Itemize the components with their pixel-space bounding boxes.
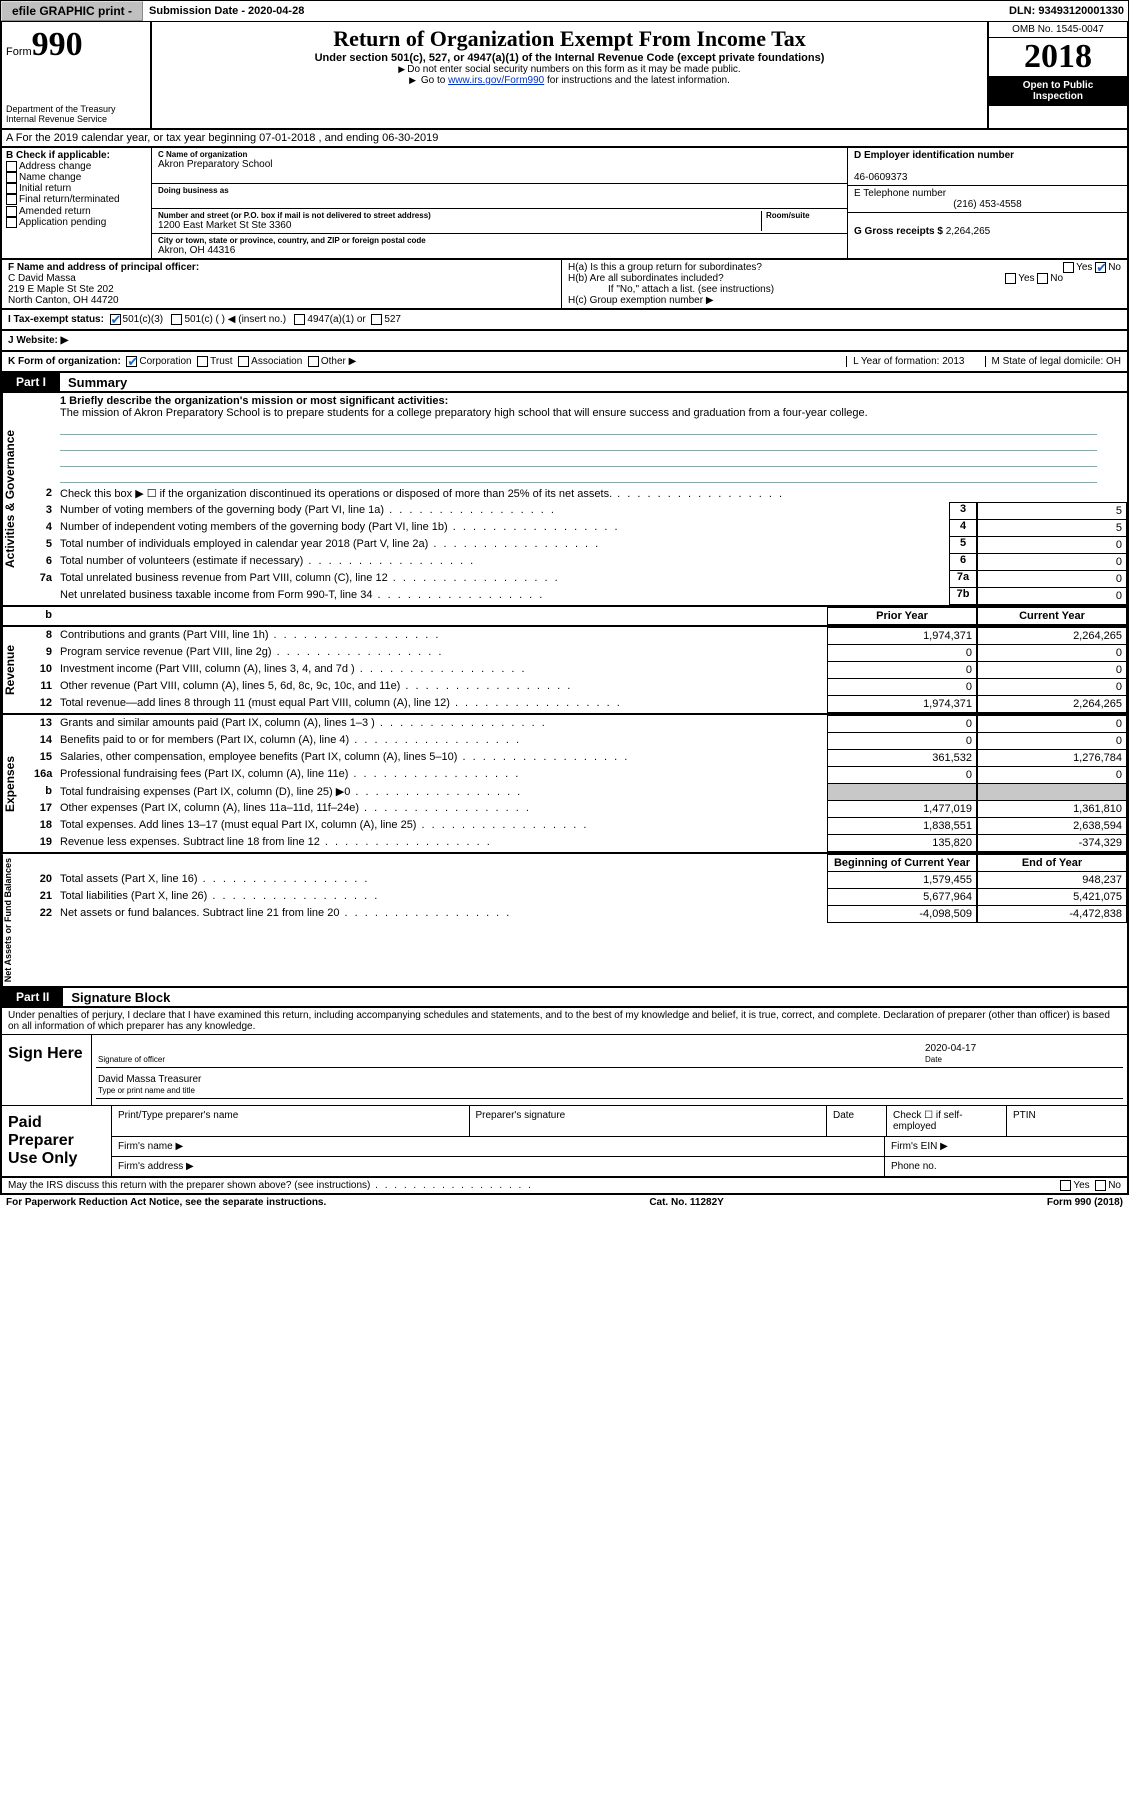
perjury-declaration: Under penalties of perjury, I declare th… — [2, 1008, 1127, 1034]
col-c-org-info: C Name of organizationAkron Preparatory … — [152, 148, 847, 258]
header-row-b: b Prior Year Current Year — [0, 607, 1129, 627]
gov-line: 7aTotal unrelated business revenue from … — [30, 570, 1127, 587]
data-line: 21Total liabilities (Part X, line 26)5,6… — [30, 888, 1127, 905]
section-revenue: Revenue 8Contributions and grants (Part … — [0, 627, 1129, 715]
telephone: (216) 453-4558 — [854, 199, 1121, 210]
mission-text: The mission of Akron Preparatory School … — [60, 407, 868, 419]
omb-number: OMB No. 1545-0047 — [989, 22, 1127, 38]
data-line: 8Contributions and grants (Part VIII, li… — [30, 627, 1127, 644]
officer-print-name: David Massa Treasurer — [98, 1074, 201, 1085]
section-activities-governance: Activities & Governance 1 Briefly descri… — [0, 393, 1129, 607]
ein: 46-0609373 — [854, 172, 907, 183]
side-revenue: Revenue — [2, 627, 30, 713]
signature-block: Under penalties of perjury, I declare th… — [0, 1008, 1129, 1178]
data-line: 11Other revenue (Part VIII, column (A), … — [30, 678, 1127, 695]
side-expenses: Expenses — [2, 715, 30, 852]
form-header: Form990 Department of the Treasury Inter… — [0, 22, 1129, 130]
gov-line: 4Number of independent voting members of… — [30, 519, 1127, 536]
org-city: Akron, OH 44316 — [158, 245, 235, 256]
part-ii-header: Part II Signature Block — [0, 988, 1129, 1008]
row-j-website: J Website: ▶ — [0, 331, 1129, 352]
top-bar: efile GRAPHIC print - Submission Date - … — [0, 0, 1129, 22]
row-i-tax-status: I Tax-exempt status: 501(c)(3) 501(c) ( … — [0, 310, 1129, 331]
cb-501c3[interactable] — [110, 314, 121, 325]
data-line: 13Grants and similar amounts paid (Part … — [30, 715, 1127, 732]
data-line: 17Other expenses (Part IX, column (A), l… — [30, 800, 1127, 817]
col-d-to-g: D Employer identification number46-06093… — [847, 148, 1127, 258]
section-f-h: F Name and address of principal officer:… — [0, 260, 1129, 310]
ha-no-checked[interactable] — [1095, 262, 1106, 273]
dept-treasury: Department of the Treasury — [6, 104, 146, 114]
org-street: 1200 East Market St Ste 3360 — [158, 220, 291, 231]
data-line: 12Total revenue—add lines 8 through 11 (… — [30, 695, 1127, 713]
year-formation: L Year of formation: 2013 — [846, 356, 964, 367]
row-k-form-org: K Form of organization: Corporation Trus… — [0, 352, 1129, 373]
gov-line: 2Check this box ▶ ☐ if the organization … — [30, 485, 1127, 502]
cb-final-return[interactable]: Final return/terminated — [6, 194, 147, 205]
side-net-assets: Net Assets or Fund Balances — [2, 854, 30, 986]
officer-name: C David Massa — [8, 273, 76, 284]
gov-line: 3Number of voting members of the governi… — [30, 502, 1127, 519]
sig-date: 2020-04-17 — [925, 1043, 976, 1054]
data-line: 22Net assets or fund balances. Subtract … — [30, 905, 1127, 923]
section-b-to-g: B Check if applicable: Address change Na… — [0, 148, 1129, 260]
data-line: 19Revenue less expenses. Subtract line 1… — [30, 834, 1127, 852]
dln-label: DLN: 93493120001330 — [1005, 5, 1128, 17]
data-line: 10Investment income (Part VIII, column (… — [30, 661, 1127, 678]
gov-line: Net unrelated business taxable income fr… — [30, 587, 1127, 605]
officer-addr2: North Canton, OH 44720 — [8, 295, 119, 306]
tax-year: 2018 — [989, 38, 1127, 76]
part-i-header: Part I Summary — [0, 373, 1129, 393]
irs-discuss-row: May the IRS discuss this return with the… — [0, 1178, 1129, 1195]
side-governance: Activities & Governance — [2, 393, 30, 605]
cb-address-change[interactable]: Address change — [6, 161, 147, 172]
org-name: Akron Preparatory School — [158, 159, 273, 170]
section-net-assets: Net Assets or Fund Balances Beginning of… — [0, 854, 1129, 988]
officer-addr1: 219 E Maple St Ste 202 — [8, 284, 114, 295]
page-footer: For Paperwork Reduction Act Notice, see … — [0, 1195, 1129, 1210]
data-line: 9Program service revenue (Part VIII, lin… — [30, 644, 1127, 661]
sign-here-label: Sign Here — [2, 1035, 92, 1105]
submission-label: Submission Date - 2020-04-28 — [145, 5, 308, 17]
data-line: 16aProfessional fundraising fees (Part I… — [30, 766, 1127, 783]
data-line: 15Salaries, other compensation, employee… — [30, 749, 1127, 766]
cb-initial-return[interactable]: Initial return — [6, 183, 147, 194]
col-b-checkboxes: B Check if applicable: Address change Na… — [2, 148, 152, 258]
data-line: bTotal fundraising expenses (Part IX, co… — [30, 783, 1127, 800]
gross-receipts: 2,264,265 — [946, 226, 991, 237]
form-title: Return of Organization Exempt From Incom… — [158, 26, 981, 52]
form-subtitle: Under section 501(c), 527, or 4947(a)(1)… — [158, 52, 981, 64]
ssn-note: Do not enter social security numbers on … — [158, 64, 981, 75]
col-begin-year: Beginning of Current Year — [827, 854, 977, 871]
gov-line: 5Total number of individuals employed in… — [30, 536, 1127, 553]
state-domicile: M State of legal domicile: OH — [985, 356, 1122, 367]
efile-print-button[interactable]: efile GRAPHIC print - — [1, 1, 143, 21]
form-number: 990 — [32, 26, 83, 63]
data-line: 20Total assets (Part X, line 16)1,579,45… — [30, 871, 1127, 888]
open-inspection: Open to PublicInspection — [989, 76, 1127, 106]
section-expenses: Expenses 13Grants and similar amounts pa… — [0, 715, 1129, 854]
goto-note: Go to www.irs.gov/Form990 for instructio… — [158, 75, 981, 86]
cb-name-change[interactable]: Name change — [6, 172, 147, 183]
data-line: 18Total expenses. Add lines 13–17 (must … — [30, 817, 1127, 834]
form990-link[interactable]: www.irs.gov/Form990 — [448, 75, 544, 86]
cb-corporation[interactable] — [126, 356, 137, 367]
paid-preparer-label: Paid Preparer Use Only — [2, 1106, 112, 1176]
data-line: 14Benefits paid to or for members (Part … — [30, 732, 1127, 749]
col-current-year: Current Year — [977, 607, 1127, 625]
col-prior-year: Prior Year — [827, 607, 977, 625]
cb-amended-return[interactable]: Amended return — [6, 206, 147, 217]
gov-line: 6Total number of volunteers (estimate if… — [30, 553, 1127, 570]
row-a-tax-year: A For the 2019 calendar year, or tax yea… — [0, 130, 1129, 148]
dept-irs: Internal Revenue Service — [6, 114, 146, 124]
col-end-year: End of Year — [977, 854, 1127, 871]
cb-application-pending[interactable]: Application pending — [6, 217, 147, 228]
